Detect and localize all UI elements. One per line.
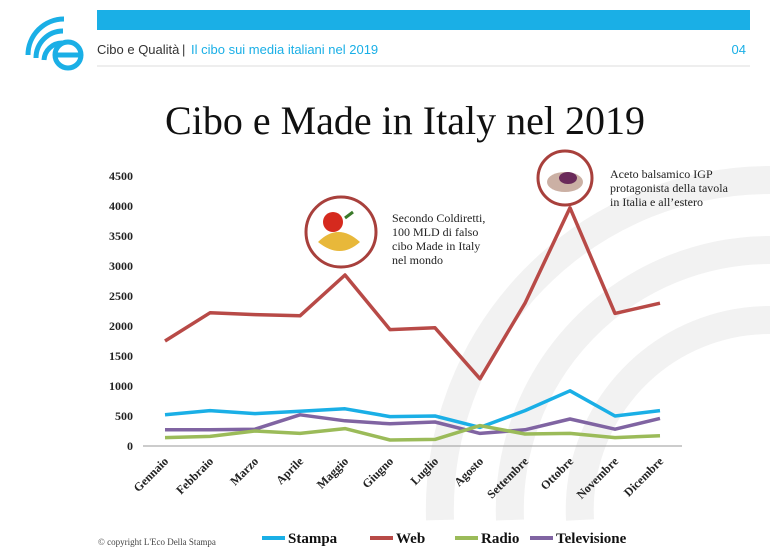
- brand: Cibo e Qualità: [97, 42, 180, 57]
- x-tick-label: Marzo: [227, 454, 261, 488]
- y-tick-label: 3500: [109, 229, 133, 243]
- x-tick-label: Giugno: [359, 454, 396, 491]
- series-line: [165, 413, 661, 436]
- y-tick-label: 0: [127, 439, 133, 453]
- copyright: © copyright L'Eco Della Stampa: [98, 537, 216, 547]
- page-number: 04: [732, 42, 746, 57]
- annotation: Secondo Coldiretti,: [392, 211, 485, 225]
- x-tick-label: Dicembre: [621, 454, 667, 500]
- y-tick-label: 3000: [109, 259, 133, 273]
- y-tick-label: 2500: [109, 289, 133, 303]
- series-line: [164, 423, 661, 442]
- annotation: in Italia e all’estero: [610, 195, 703, 209]
- y-tick-label: 500: [115, 409, 133, 423]
- annotation: protagonista della tavola: [610, 181, 729, 195]
- series-line: [164, 389, 661, 430]
- annotation: cibo Made in Italy: [392, 239, 480, 253]
- separator: |: [182, 42, 185, 57]
- annotation: Aceto balsamico IGP: [610, 167, 713, 181]
- y-tick-label: 4000: [109, 199, 133, 213]
- legend-label: Televisione: [556, 531, 627, 547]
- background-arcs: [425, 166, 770, 521]
- y-tick-label: 1000: [109, 379, 133, 393]
- y-tick-label: 2000: [109, 319, 133, 333]
- food-image-2: [536, 149, 594, 207]
- logo: [25, 16, 84, 71]
- annotation: 100 MLD di falso: [392, 225, 478, 239]
- x-tick-label: Febbraio: [173, 454, 216, 497]
- series-line: [164, 206, 661, 381]
- subtitle: Il cibo sui media italiani nel 2019: [191, 42, 378, 57]
- legend-label: Web: [396, 531, 425, 547]
- food-image-1: [304, 195, 378, 269]
- chart-title: Cibo e Made in Italy nel 2019: [165, 98, 645, 143]
- x-tick-label: Aprile: [273, 454, 306, 487]
- legend-label: Stampa: [288, 531, 338, 547]
- y-tick-label: 1500: [109, 349, 133, 363]
- x-tick-label: Gennaio: [131, 454, 172, 495]
- y-tick-label: 4500: [109, 169, 133, 183]
- legend-label: Radio: [481, 531, 519, 547]
- x-tick-label: Maggio: [314, 454, 351, 491]
- header-bar: [97, 10, 750, 30]
- annotation: nel mondo: [392, 253, 443, 267]
